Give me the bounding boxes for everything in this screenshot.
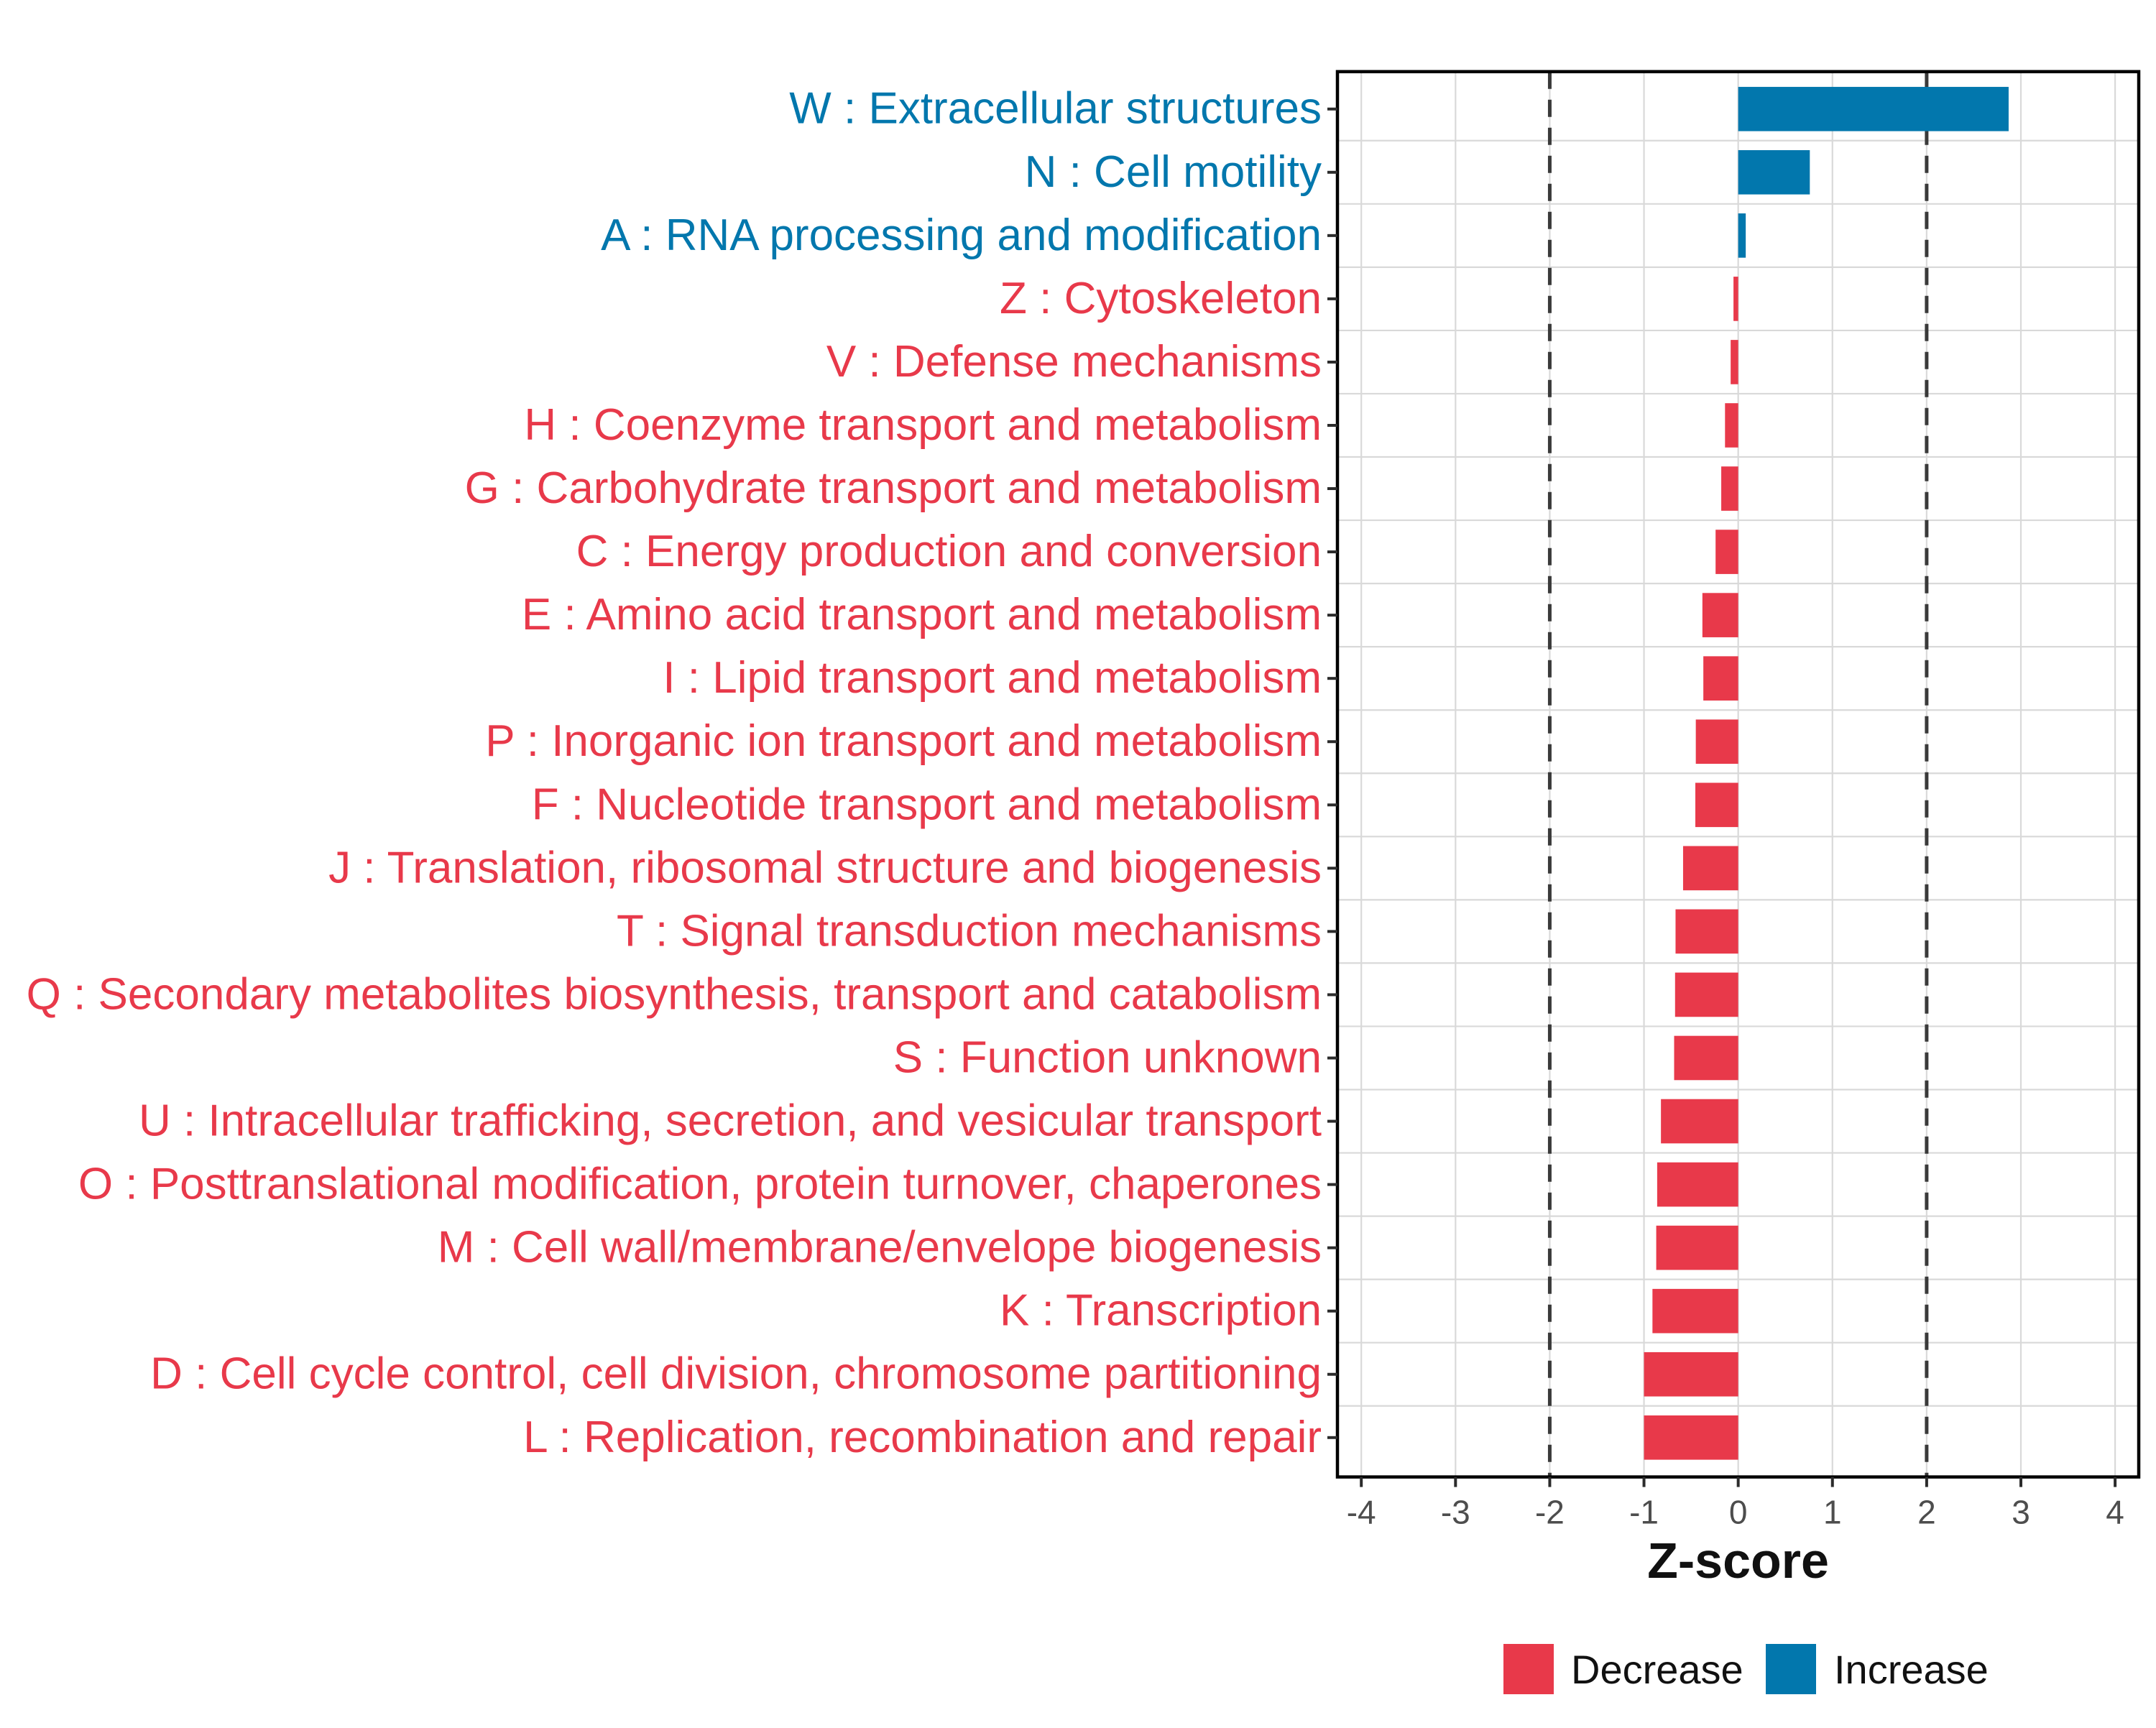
svg-text:3: 3: [2012, 1494, 2030, 1531]
svg-text:-1: -1: [1629, 1494, 1659, 1531]
svg-text:P : Inorganic ion transport an: P : Inorganic ion transport and metaboli…: [485, 716, 1322, 766]
svg-text:-4: -4: [1347, 1494, 1376, 1531]
svg-text:J : Translation, ribosomal str: J : Translation, ribosomal structure and…: [328, 843, 1322, 892]
svg-text:A : RNA processing and modific: A : RNA processing and modification: [601, 211, 1322, 260]
svg-text:-2: -2: [1535, 1494, 1565, 1531]
svg-text:1: 1: [1823, 1494, 1842, 1531]
svg-text:G : Carbohydrate transport and: G : Carbohydrate transport and metabolis…: [465, 463, 1322, 513]
svg-text:2: 2: [1917, 1494, 1936, 1531]
svg-text:H : Coenzyme transport and met: H : Coenzyme transport and metabolism: [524, 400, 1322, 450]
svg-text:S : Function unknown: S : Function unknown: [893, 1032, 1322, 1082]
svg-text:D : Cell cycle control, cell d: D : Cell cycle control, cell division, c…: [150, 1349, 1322, 1399]
svg-text:Decrease: Decrease: [1571, 1647, 1743, 1692]
svg-text:4: 4: [2106, 1494, 2124, 1531]
svg-text:M : Cell wall/membrane/envelop: M : Cell wall/membrane/envelope biogenes…: [438, 1223, 1322, 1272]
svg-text:N : Cell motility: N : Cell motility: [1025, 147, 1322, 197]
svg-text:U : Intracellular trafficking,: U : Intracellular trafficking, secretion…: [139, 1096, 1322, 1146]
svg-text:Z : Cytoskeleton: Z : Cytoskeleton: [1000, 274, 1322, 323]
svg-text:Increase: Increase: [1834, 1647, 1989, 1692]
svg-text:K : Transcription: K : Transcription: [1000, 1286, 1322, 1336]
svg-text:W : Extracellular structures: W : Extracellular structures: [789, 84, 1322, 134]
svg-text:V : Defense mechanisms: V : Defense mechanisms: [826, 337, 1322, 387]
svg-text:E : Amino acid transport and m: E : Amino acid transport and metabolism: [522, 590, 1322, 639]
svg-text:Z-score: Z-score: [1647, 1533, 1829, 1589]
svg-text:-3: -3: [1441, 1494, 1470, 1531]
svg-text:0: 0: [1729, 1494, 1748, 1531]
svg-text:F : Nucleotide transport and m: F : Nucleotide transport and metabolism: [532, 780, 1322, 829]
svg-text:I : Lipid transport and metabo: I : Lipid transport and metabolism: [663, 653, 1322, 703]
svg-text:O : Posttranslational modifica: O : Posttranslational modification, prot…: [78, 1160, 1322, 1209]
svg-text:C : Energy production and conv: C : Energy production and conversion: [576, 527, 1322, 576]
svg-text:T : Signal transduction mechan: T : Signal transduction mechanisms: [617, 906, 1322, 956]
svg-text:Q : Secondary metabolites bios: Q : Secondary metabolites biosynthesis, …: [27, 969, 1322, 1019]
svg-text:L : Replication, recombination: L : Replication, recombination and repai…: [523, 1413, 1322, 1462]
